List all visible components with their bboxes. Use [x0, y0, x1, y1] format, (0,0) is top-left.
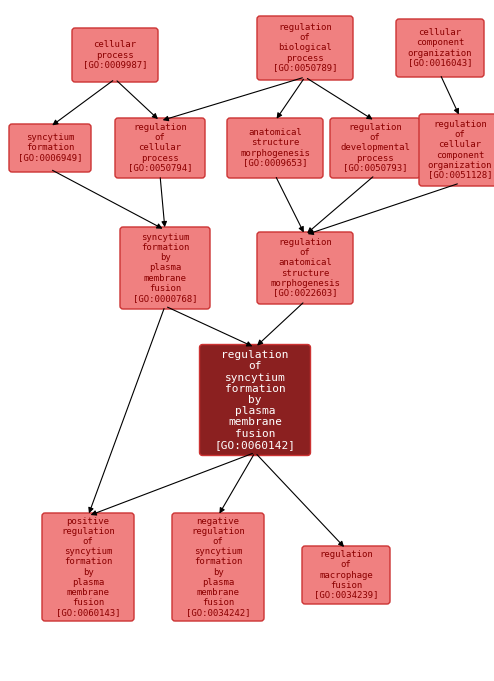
FancyBboxPatch shape	[257, 232, 353, 304]
Text: regulation
of
macrophage
fusion
[GO:0034239]: regulation of macrophage fusion [GO:0034…	[314, 550, 378, 599]
FancyBboxPatch shape	[227, 118, 323, 178]
Text: regulation
of
anatomical
structure
morphogenesis
[GO:0022603]: regulation of anatomical structure morph…	[270, 238, 340, 298]
Text: regulation
of
cellular
component
organization
[GO:0051128]: regulation of cellular component organiz…	[428, 121, 492, 180]
Text: cellular
process
[GO:0009987]: cellular process [GO:0009987]	[83, 40, 147, 69]
FancyBboxPatch shape	[120, 227, 210, 309]
Text: syncytium
formation
by
plasma
membrane
fusion
[GO:0000768]: syncytium formation by plasma membrane f…	[133, 234, 197, 302]
FancyBboxPatch shape	[257, 16, 353, 80]
Text: regulation
of
biological
process
[GO:0050789]: regulation of biological process [GO:005…	[273, 23, 337, 73]
FancyBboxPatch shape	[330, 118, 420, 178]
Text: cellular
component
organization
[GO:0016043]: cellular component organization [GO:0016…	[408, 29, 472, 67]
FancyBboxPatch shape	[200, 345, 311, 456]
Text: regulation
of
syncytium
formation
by
plasma
membrane
fusion
[GO:0060142]: regulation of syncytium formation by pla…	[214, 350, 295, 449]
Text: anatomical
structure
morphogenesis
[GO:0009653]: anatomical structure morphogenesis [GO:0…	[240, 129, 310, 168]
FancyBboxPatch shape	[419, 114, 494, 186]
Text: positive
regulation
of
syncytium
formation
by
plasma
membrane
fusion
[GO:0060143: positive regulation of syncytium formati…	[56, 518, 120, 617]
Text: negative
regulation
of
syncytium
formation
by
plasma
membrane
fusion
[GO:0034242: negative regulation of syncytium formati…	[186, 518, 250, 617]
FancyBboxPatch shape	[302, 546, 390, 604]
FancyBboxPatch shape	[115, 118, 205, 178]
Text: regulation
of
developmental
process
[GO:0050793]: regulation of developmental process [GO:…	[340, 123, 410, 172]
FancyBboxPatch shape	[9, 124, 91, 172]
FancyBboxPatch shape	[396, 19, 484, 77]
FancyBboxPatch shape	[172, 513, 264, 621]
FancyBboxPatch shape	[42, 513, 134, 621]
Text: regulation
of
cellular
process
[GO:0050794]: regulation of cellular process [GO:00507…	[128, 123, 192, 172]
Text: syncytium
formation
[GO:0006949]: syncytium formation [GO:0006949]	[18, 133, 82, 163]
FancyBboxPatch shape	[72, 28, 158, 82]
